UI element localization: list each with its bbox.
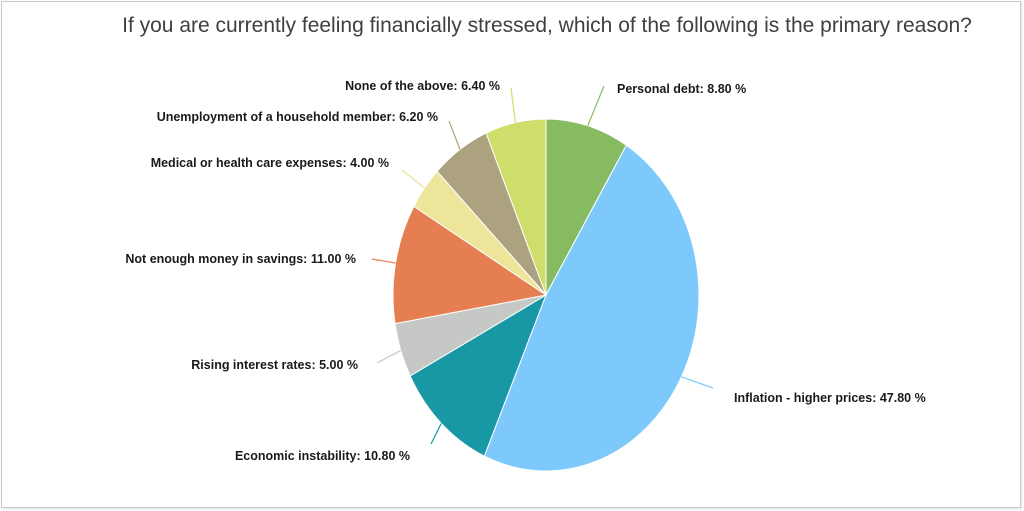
slice-label-medical-or-health-care-expenses: Medical or health care expenses: 4.00 % [151,156,389,170]
leader-line-not-enough-money-in-savings [371,258,396,264]
pie-slice-personal-debt [545,118,628,296]
slice-label-not-enough-money-in-savings: Not enough money in savings: 11.00 % [125,252,356,266]
leader-line-medical-or-health-care-expenses [401,169,425,189]
slice-label-economic-instability: Economic instability: 10.80 % [235,449,410,463]
slice-label-rising-interest-rates: Rising interest rates: 5.00 % [191,358,358,372]
leader-line-inflation-higher-prices [681,376,714,389]
pie-slice-economic-instability [409,293,547,457]
pie-slice-none-of-the-above [485,118,547,296]
slice-label-personal-debt: Personal debt: 8.80 % [617,82,746,96]
slice-label-unemployment-of-a-household-member: Unemployment of a household member: 6.20… [157,110,438,124]
leader-line-unemployment-of-a-household-member [448,120,461,150]
slice-label-none-of-the-above: None of the above: 6.40 % [345,79,500,93]
leader-line-personal-debt [587,85,605,126]
slice-label-inflation-higher-prices: Inflation - higher prices: 47.80 % [734,391,926,405]
leader-line-none-of-the-above [510,87,517,123]
chart-title: If you are currently feeling financially… [122,14,972,37]
pie-slice-inflation-higher-prices [483,144,700,472]
leader-line-economic-instability [430,423,442,445]
leader-line-rising-interest-rates [376,349,402,364]
pie-slice-not-enough-money-in-savings [392,205,548,325]
